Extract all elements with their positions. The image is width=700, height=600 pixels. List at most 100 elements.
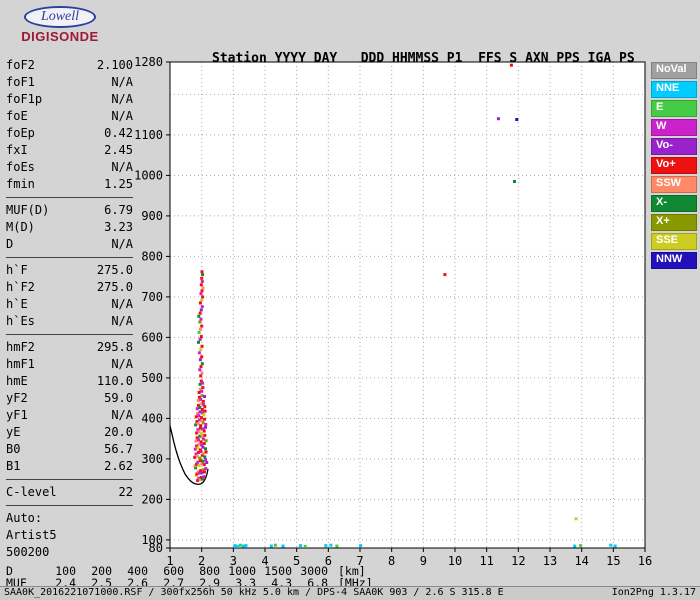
echo-point — [201, 295, 205, 299]
echo-point — [200, 305, 204, 309]
echo-point — [195, 454, 199, 458]
echo-point — [203, 433, 207, 437]
echo-point — [195, 472, 199, 476]
param-row: foF1 N/A — [6, 74, 133, 91]
param-value: N/A — [111, 92, 133, 106]
echo-point — [195, 420, 199, 424]
echo-point — [241, 544, 245, 548]
param-name: yE — [6, 425, 21, 439]
echo-point — [203, 470, 206, 474]
echo-point — [204, 439, 208, 443]
echo-point — [359, 544, 363, 548]
separator — [6, 505, 133, 506]
separator — [6, 257, 133, 258]
lowell-logo-oval: Lowell — [23, 6, 97, 28]
x-tick-label: 12 — [511, 554, 525, 568]
param-row: foE N/A — [6, 108, 133, 125]
ionogram-chart: 1280110010009008007006005004003002001008… — [135, 55, 652, 568]
param-value: 59.0 — [104, 391, 133, 405]
param-value: 6.79 — [104, 203, 133, 217]
echo-point — [204, 447, 207, 451]
echo-point — [196, 428, 200, 432]
plot-area — [170, 62, 645, 548]
param-name: hmE — [6, 374, 28, 388]
echo-point — [200, 462, 204, 466]
echo-point — [200, 355, 204, 359]
d-cell: 200 — [91, 564, 112, 578]
echo-point — [199, 397, 203, 401]
echo-point — [202, 463, 206, 467]
x-tick-label: 15 — [606, 554, 620, 568]
d-cell: 800 — [199, 564, 220, 578]
echo-point — [324, 544, 328, 548]
echo-point — [201, 477, 205, 481]
echo-point — [197, 395, 201, 399]
separator — [6, 197, 133, 198]
echo-point — [202, 451, 206, 455]
echo-point — [203, 405, 207, 409]
echo-point — [201, 399, 205, 403]
echo-point — [200, 419, 204, 423]
param-value: N/A — [111, 109, 133, 123]
echo-point — [200, 289, 204, 293]
separator — [6, 479, 133, 480]
param-value: 2.62 — [104, 459, 133, 473]
echo-point — [203, 409, 207, 413]
echo-point — [194, 415, 198, 419]
echo-point — [199, 365, 203, 369]
param-value: N/A — [111, 314, 133, 328]
param-name: hmF1 — [6, 357, 35, 371]
param-row: hmF2 295.8 — [6, 339, 133, 356]
echo-point — [198, 456, 202, 460]
echo-point — [199, 476, 203, 479]
scaled-parameters-panel: foF2 2.100 foF1 N/A foF1p N/A foE N/A foEp 0.42 fx… — [6, 57, 133, 561]
d-cell: 100 — [55, 564, 76, 578]
y-tick-label: 1100 — [135, 128, 163, 142]
x-tick-label: 3 — [230, 554, 237, 568]
logo-digisonde-text: DIGISONDE — [21, 29, 99, 44]
echo-point — [198, 426, 202, 430]
echo-point — [244, 544, 248, 548]
echo-point — [197, 340, 200, 344]
echo-point — [195, 431, 199, 435]
echo-point — [233, 544, 237, 548]
legend-item-e: E — [651, 100, 697, 117]
echo-point — [281, 544, 285, 548]
param-row: fmin 1.25 — [6, 176, 133, 193]
echo-point — [196, 446, 200, 450]
echo-point — [199, 440, 203, 444]
echo-point — [204, 423, 208, 426]
status-bar: SAA0K_2016221071000.RSF / 300fx256h 50 k… — [0, 586, 700, 600]
auto-scaler-text: 500200 — [6, 545, 50, 559]
param-name: fxI — [6, 143, 28, 157]
d-cell: 1500 — [264, 564, 292, 578]
echo-point — [574, 517, 578, 521]
echo-point — [200, 298, 204, 302]
echo-point — [197, 403, 200, 407]
param-value: 275.0 — [96, 280, 133, 294]
param-value: N/A — [111, 357, 133, 371]
echo-point — [329, 543, 333, 547]
echo-point — [199, 450, 203, 454]
d-cell: [km] — [338, 564, 366, 578]
echo-point — [198, 368, 202, 372]
echo-point — [196, 412, 200, 415]
param-row: hmF1 N/A — [6, 356, 133, 373]
param-row: h`F 275.0 — [6, 262, 133, 279]
echo-point — [201, 411, 205, 415]
echo-point — [201, 468, 205, 472]
param-name: hmF2 — [6, 340, 35, 354]
param-value: 22 — [118, 485, 133, 499]
param-name: foEs — [6, 160, 35, 174]
param-value: N/A — [111, 75, 133, 89]
param-value: 1.25 — [104, 177, 133, 191]
echo-point — [193, 455, 197, 459]
legend-item-sse: SSE — [651, 233, 697, 250]
param-row: yF2 59.0 — [6, 390, 133, 407]
echo-point — [204, 450, 208, 454]
echo-point — [205, 461, 209, 464]
param-row: M(D) 3.23 — [6, 219, 133, 236]
param-row: D N/A — [6, 236, 133, 253]
param-row: h`Es N/A — [6, 313, 133, 330]
echo-point — [199, 402, 203, 406]
